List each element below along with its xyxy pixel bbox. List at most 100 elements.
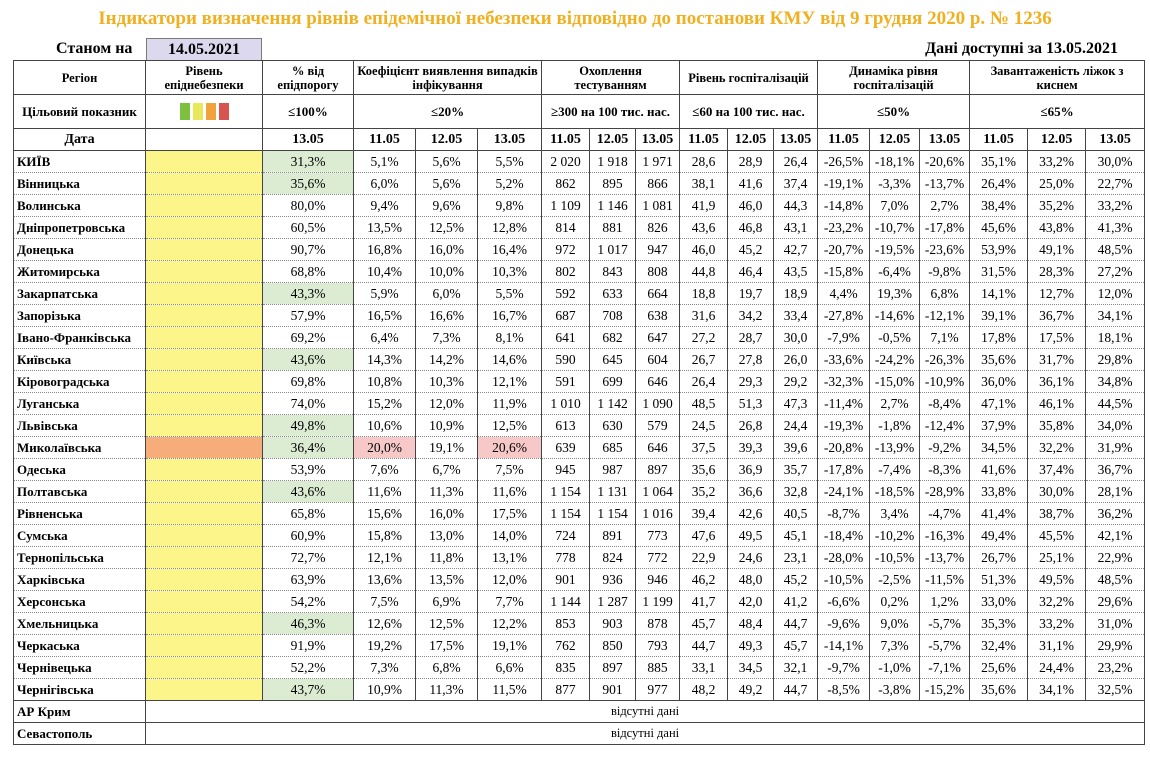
oxygen-cell: 34,1% xyxy=(1085,304,1146,327)
oxygen-cell: 24,4% xyxy=(1027,656,1087,679)
hosp-dyn-cell: 4,4% xyxy=(817,282,871,305)
region-name: Запорізька xyxy=(13,304,146,327)
detection-cell: 13,5% xyxy=(415,568,478,591)
level-cell xyxy=(145,678,263,701)
date-header: 13.05 xyxy=(919,128,971,151)
hosp-dyn-cell: -0,5% xyxy=(869,326,921,349)
pct-threshold-cell: 65,8% xyxy=(262,502,354,525)
hosp-dyn-cell: -15,8% xyxy=(817,260,871,283)
hosp-cell: 38,1 xyxy=(679,172,729,195)
region-name: КИЇВ xyxy=(13,150,146,173)
hosp-cell: 48,0 xyxy=(727,568,775,591)
hosp-dyn-cell: 2,7% xyxy=(919,194,971,217)
table-row: Херсонська 54,2% 7,5% 6,9% 7,7% 1 144 1 287 1 1… xyxy=(13,590,1146,613)
testing-cell: 1 287 xyxy=(589,590,637,613)
hosp-dyn-cell: -10,2% xyxy=(869,524,921,547)
oxygen-cell: 22,9% xyxy=(1085,546,1146,569)
oxygen-cell: 48,5% xyxy=(1085,238,1146,261)
pct-threshold-cell: 74,0% xyxy=(262,392,354,415)
oxygen-cell: 25,1% xyxy=(1027,546,1087,569)
detection-cell: 16,4% xyxy=(476,238,543,261)
hosp-cell: 28,9 xyxy=(727,150,775,173)
hosp-cell: 37,4 xyxy=(773,172,819,195)
table-row: Івано-Франківська 69,2% 6,4% 7,3% 8,1% 641 682… xyxy=(13,326,1146,349)
hosp-dyn-cell: -18,1% xyxy=(869,150,921,173)
testing-cell: 972 xyxy=(541,238,591,261)
date-header: 13.05 xyxy=(1085,128,1146,151)
hosp-cell: 44,7 xyxy=(773,678,819,701)
oxygen-cell: 41,4% xyxy=(969,502,1029,525)
detection-cell: 11,6% xyxy=(353,480,416,503)
oxygen-cell: 31,5% xyxy=(969,260,1029,283)
hosp-dyn-cell: -7,1% xyxy=(919,656,971,679)
oxygen-cell: 49,1% xyxy=(1027,238,1087,261)
hosp-cell: 24,5 xyxy=(679,414,729,437)
oxygen-cell: 47,1% xyxy=(969,392,1029,415)
hosp-dyn-cell: -12,4% xyxy=(919,414,971,437)
level-cell xyxy=(145,612,263,635)
testing-cell: 850 xyxy=(589,634,637,657)
detection-cell: 12,6% xyxy=(353,612,416,635)
oxygen-cell: 51,3% xyxy=(969,568,1029,591)
pct-threshold-cell: 91,9% xyxy=(262,634,354,657)
target-swatches xyxy=(145,94,263,129)
hosp-cell: 26,4 xyxy=(679,370,729,393)
hosp-dyn-cell: -1,0% xyxy=(869,656,921,679)
testing-cell: 724 xyxy=(541,524,591,547)
testing-cell: 592 xyxy=(541,282,591,305)
hosp-cell: 33,4 xyxy=(773,304,819,327)
hosp-dyn-cell: -20,6% xyxy=(919,150,971,173)
oxygen-cell: 35,6% xyxy=(969,678,1029,701)
detection-cell: 14,6% xyxy=(476,348,543,371)
table-row: Полтавська 43,6% 11,6% 11,3% 11,6% 1 154 1 131… xyxy=(13,480,1146,503)
level-swatch xyxy=(192,103,203,120)
testing-cell: 590 xyxy=(541,348,591,371)
detection-cell: 9,6% xyxy=(415,194,478,217)
level-cell xyxy=(145,502,263,525)
detection-cell: 9,4% xyxy=(353,194,416,217)
target-testing: ≥300 на 100 тис. нас. xyxy=(541,94,681,129)
hosp-cell: 41,6 xyxy=(727,172,775,195)
testing-cell: 843 xyxy=(589,260,637,283)
testing-cell: 946 xyxy=(635,568,681,591)
hosp-dyn-cell: -14,1% xyxy=(817,634,871,657)
table-row: Харківська 63,9% 13,6% 13,5% 12,0% 901 936 946 4… xyxy=(13,568,1146,591)
region-name: Одеська xyxy=(13,458,146,481)
region-name: Дніпропетровська xyxy=(13,216,146,239)
detection-cell: 7,7% xyxy=(476,590,543,613)
hosp-dyn-cell: -4,7% xyxy=(919,502,971,525)
pct-threshold-cell: 57,9% xyxy=(262,304,354,327)
level-cell xyxy=(145,414,263,437)
oxygen-cell: 23,2% xyxy=(1085,656,1146,679)
pct-threshold-cell: 43,6% xyxy=(262,480,354,503)
pct-threshold-cell: 35,6% xyxy=(262,172,354,195)
detection-cell: 20,6% xyxy=(476,436,543,459)
hosp-dyn-cell: -2,5% xyxy=(869,568,921,591)
oxygen-cell: 31,7% xyxy=(1027,348,1087,371)
date-label: Дата xyxy=(13,128,146,151)
level-cell xyxy=(145,568,263,591)
hosp-dyn-cell: -20,8% xyxy=(817,436,871,459)
region-name: Волинська xyxy=(13,194,146,217)
testing-cell: 708 xyxy=(589,304,637,327)
hosp-cell: 24,4 xyxy=(773,414,819,437)
oxygen-cell: 35,6% xyxy=(969,348,1029,371)
hosp-cell: 28,7 xyxy=(727,326,775,349)
testing-cell: 1 154 xyxy=(541,502,591,525)
hosp-cell: 34,2 xyxy=(727,304,775,327)
date-header: 11.05 xyxy=(541,128,591,151)
testing-cell: 1 017 xyxy=(589,238,637,261)
hosp-cell: 41,2 xyxy=(773,590,819,613)
hosp-dyn-cell: 9,0% xyxy=(869,612,921,635)
hosp-cell: 26,0 xyxy=(773,348,819,371)
detection-cell: 12,1% xyxy=(476,370,543,393)
pct-threshold-cell: 31,3% xyxy=(262,150,354,173)
hosp-dyn-cell: -14,6% xyxy=(869,304,921,327)
detection-cell: 11,9% xyxy=(476,392,543,415)
region-name: Полтавська xyxy=(13,480,146,503)
table-row: Запорізька 57,9% 16,5% 16,6% 16,7% 687 708 638 3… xyxy=(13,304,1146,327)
hosp-dyn-cell: -8,3% xyxy=(919,458,971,481)
detection-cell: 6,4% xyxy=(353,326,416,349)
date-header: 13.05 xyxy=(773,128,819,151)
region-name: Вінницька xyxy=(13,172,146,195)
